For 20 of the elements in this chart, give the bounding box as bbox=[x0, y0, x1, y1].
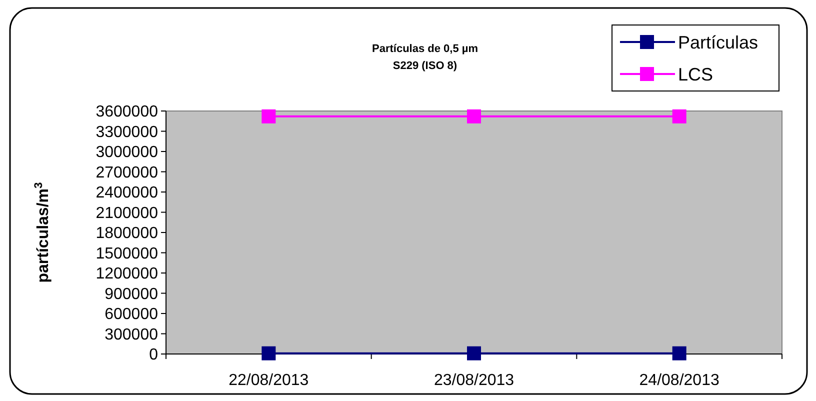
y-tick-label: 2100000 bbox=[96, 204, 158, 222]
y-tick-label: 3000000 bbox=[96, 144, 158, 162]
y-tick-label: 1500000 bbox=[96, 245, 158, 262]
y-tick-label: 2400000 bbox=[96, 184, 158, 202]
x-tick-label: 23/08/2013 bbox=[434, 372, 514, 389]
y-tick-label: 3300000 bbox=[96, 124, 158, 141]
legend-label: Partículas bbox=[678, 32, 758, 52]
x-tick-label: 22/08/2013 bbox=[228, 372, 309, 389]
y-tick-label: 900000 bbox=[104, 286, 158, 303]
chart-subtitle: S229 (ISO 8) bbox=[392, 60, 458, 72]
chart-title: Partículas de 0,5 µm bbox=[372, 43, 478, 55]
y-tick-label: 3600000 bbox=[96, 104, 158, 121]
y-tick-label: 600000 bbox=[104, 306, 158, 324]
y-tick-label: 1200000 bbox=[96, 266, 158, 283]
x-tick-label: 24/08/2013 bbox=[639, 372, 720, 389]
legend-label: LCS bbox=[678, 64, 714, 84]
y-tick-label: 0 bbox=[149, 346, 158, 364]
y-tick-label: 2700000 bbox=[96, 164, 158, 182]
y-tick-label: 1800000 bbox=[96, 225, 158, 242]
y-tick-label: 300000 bbox=[104, 326, 158, 344]
